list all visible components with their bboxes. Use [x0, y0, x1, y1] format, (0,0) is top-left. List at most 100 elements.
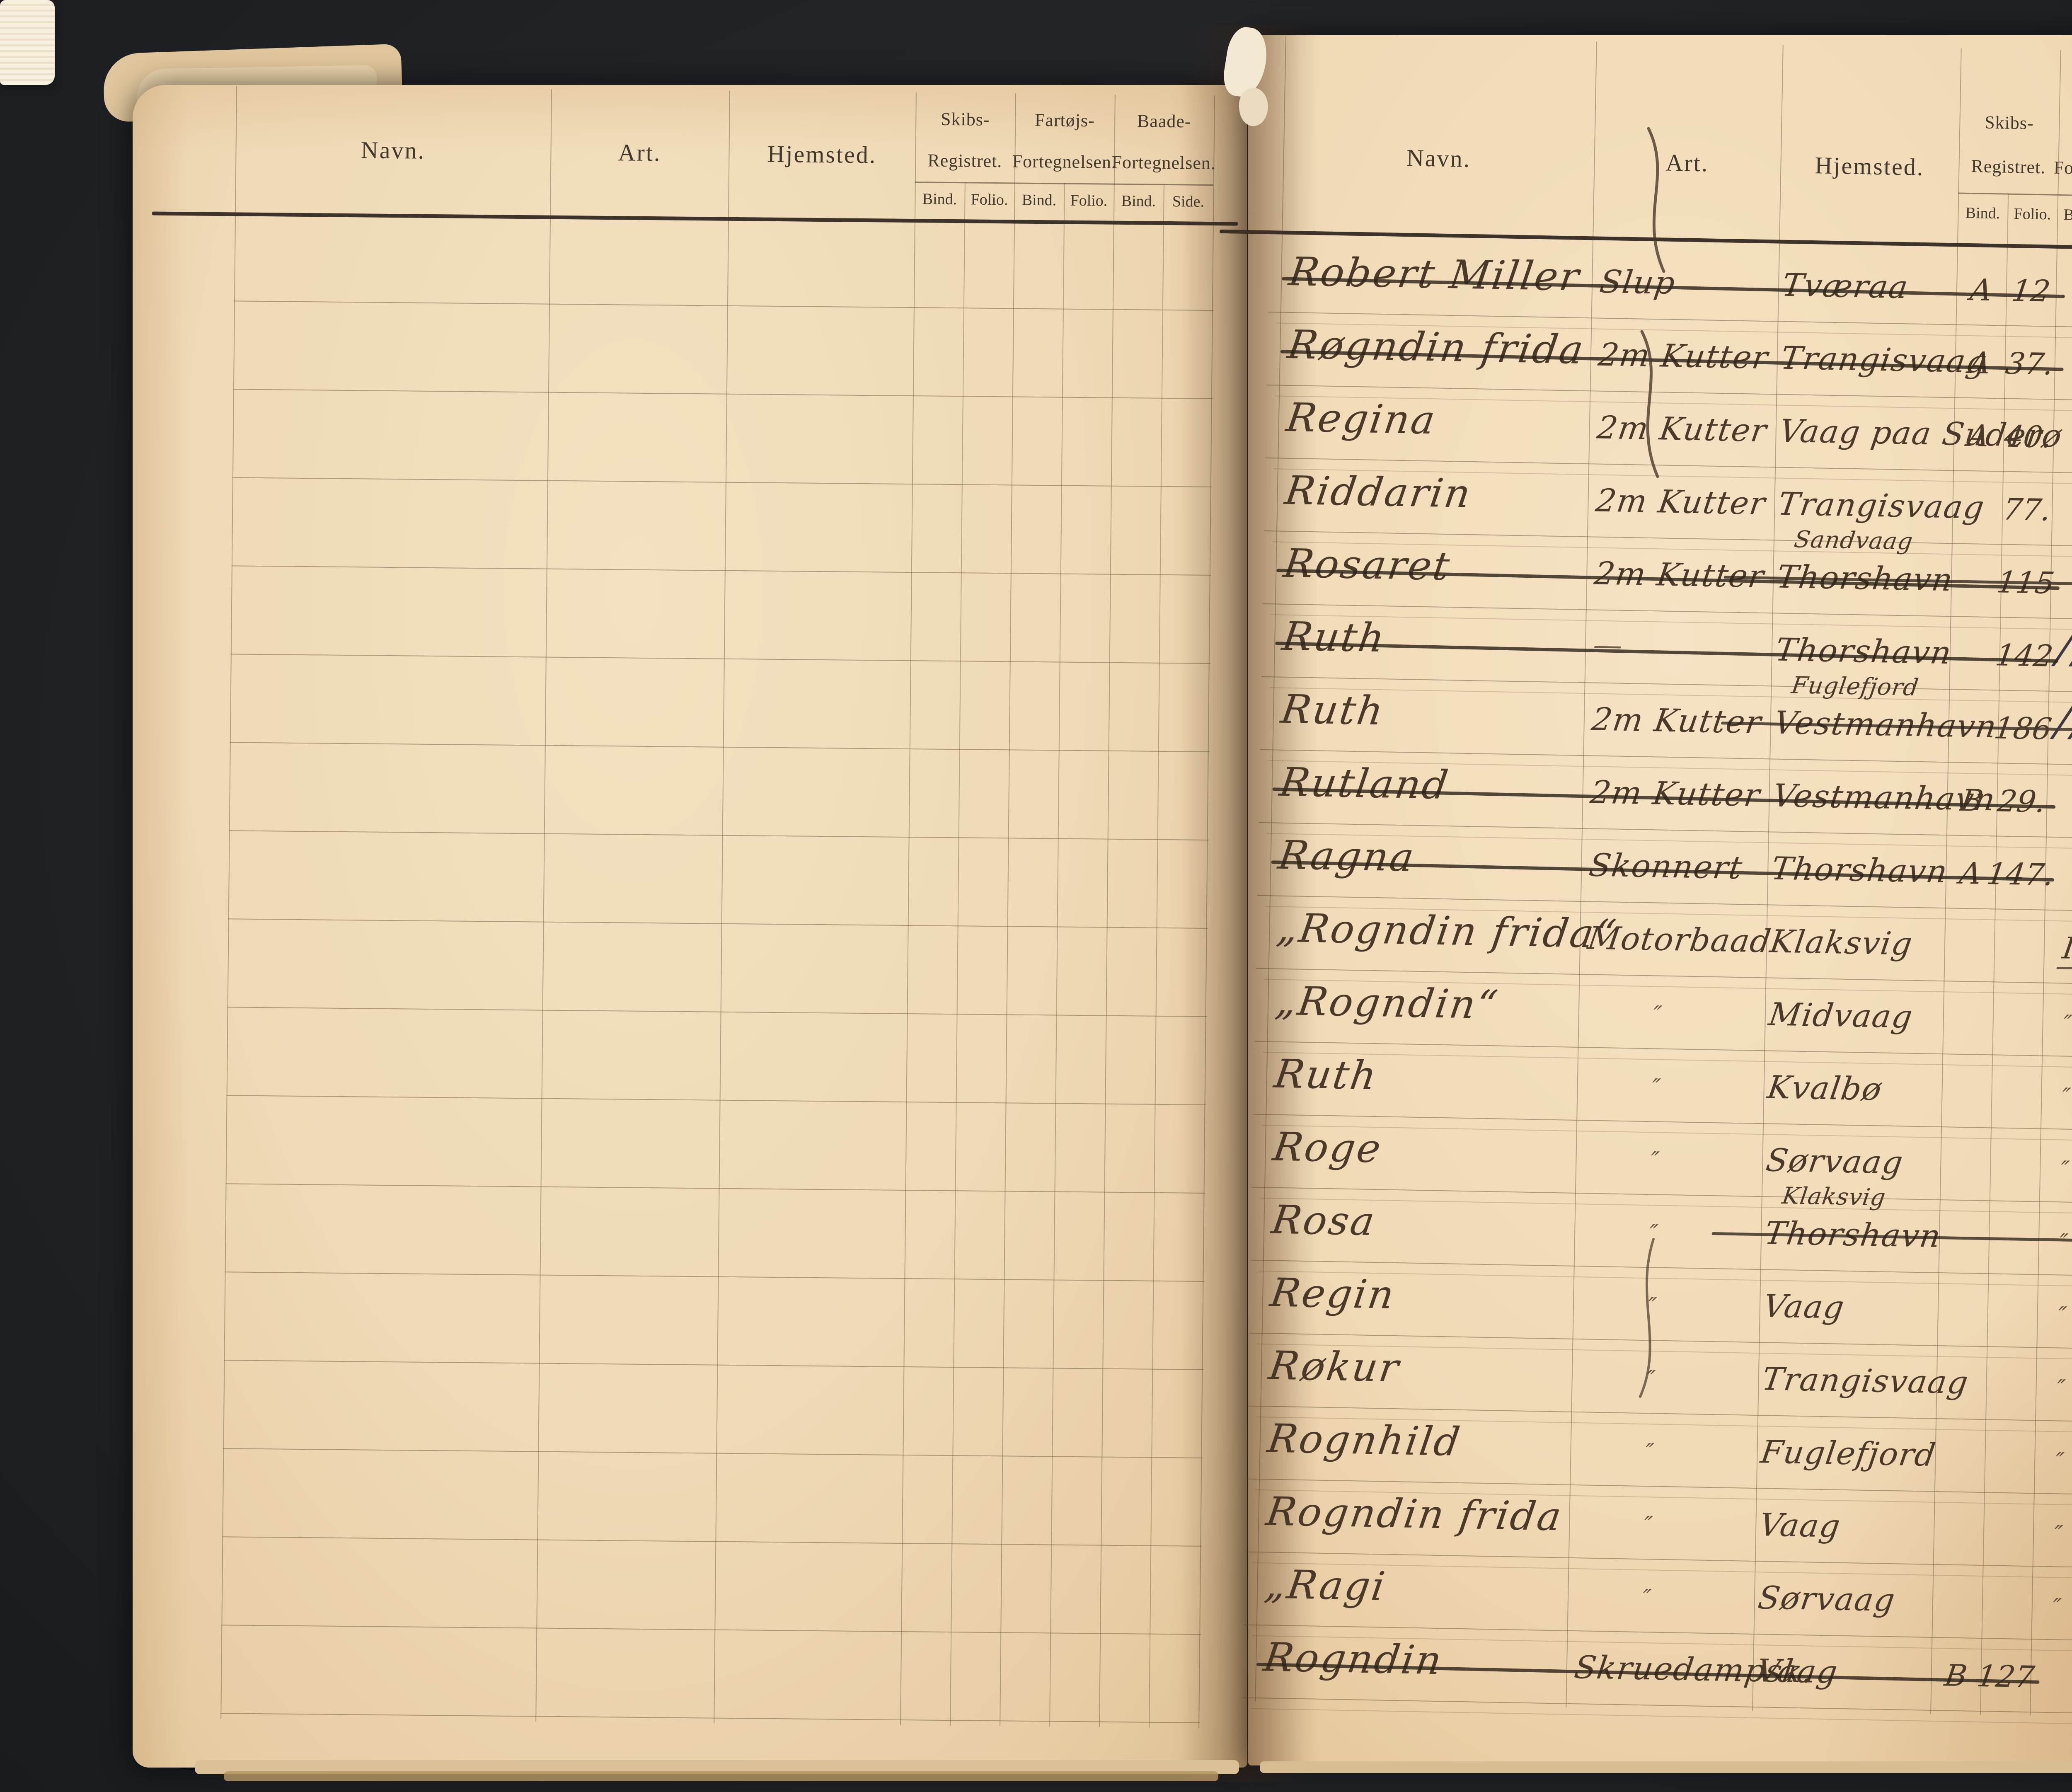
entry-list-bind: ″ [2050, 1593, 2063, 1620]
right-page-content: Navn. Art. Hjemsted. Skibs- Registret. F… [1216, 35, 2072, 1785]
entry-name: Regin [1267, 1270, 1399, 1318]
entry-registry-folio: 77. [2001, 492, 2053, 528]
entry-name: „Rogndin frida“ [1274, 905, 1620, 957]
repair-tape-patch [0, 0, 55, 85]
header-rule [152, 211, 1238, 226]
row-line [228, 918, 1208, 929]
column-line [900, 92, 917, 1725]
row-line [221, 1625, 1201, 1635]
entry-type: Skonnert [1587, 846, 1745, 886]
entry-name: Røkur [1266, 1343, 1403, 1391]
entry-type: 2m Kutter [1589, 700, 1765, 741]
entry-name: „Rogndin“ [1273, 978, 1502, 1028]
entries-layer: Robert Miller Slup Tværaa A 12 Røgndin frida 2… [1248, 35, 2072, 1694]
entry-name: Riddarin [1282, 467, 1475, 517]
entry-name: Ragna [1275, 832, 1418, 881]
entry-registry-folio: 40. [2002, 419, 2055, 455]
entry-registry-folio: 115 [1995, 564, 2057, 601]
entry-name: Robert Miller [1286, 249, 1583, 300]
row-line [226, 1095, 1206, 1105]
entry-name: Rogndin [1261, 1635, 1446, 1684]
entry-name: Rosa [1268, 1197, 1379, 1245]
entry-registry-bind: B [1942, 1658, 1970, 1693]
entry-list-bind: ″ [2056, 1302, 2068, 1328]
entry-homeport: Trangisvaag [1760, 1360, 1971, 1401]
entry-registry-folio: 12 [2009, 273, 2053, 309]
row-line [229, 830, 1209, 841]
entry-type: ″ [1641, 1511, 1655, 1538]
row-line [232, 477, 1212, 488]
entry-homeport: Thorshavn [1769, 850, 1951, 890]
entry-name: Ruth [1279, 613, 1389, 661]
entry-name: Røgndin frida [1285, 322, 1588, 373]
entry-homeport: Fuglefjord [1758, 1433, 1939, 1473]
entry-list-bind: ″ [2060, 1083, 2072, 1109]
entry-registry-folio: 147. [1985, 856, 2056, 892]
sub-header-bind: Bind. [922, 190, 957, 208]
entry-name: Rognhild [1265, 1416, 1464, 1465]
entry-homeport-correction: Fuglefjord [1789, 672, 1921, 701]
entry-list-bind: // [2052, 610, 2072, 680]
entry-registry-folio: 29. [1995, 783, 2048, 819]
entry-homeport-correction: Sandvaag [1792, 526, 1915, 555]
entry-homeport: Sørvaag [1764, 1141, 1906, 1181]
group-header-baade-line2: Fortegnelsen. [1111, 152, 1216, 174]
entry-name: Ruth [1271, 1051, 1381, 1099]
entry-homeport: Vaag [1761, 1287, 1847, 1326]
entry-registry-bind: A [1968, 272, 1995, 308]
entry-homeport: Klaksvig [1767, 923, 1915, 962]
entry-homeport: Trangisvaag [1778, 339, 1990, 380]
entry-name: Ruth [1278, 686, 1387, 734]
entry-type: 2m Kutter [1595, 409, 1770, 449]
entry-name: Regina [1283, 395, 1440, 443]
entry-homeport: Vaag [1754, 1652, 1841, 1690]
row-line [230, 742, 1210, 753]
entry-homeport: Trangisvaag [1776, 485, 1987, 526]
row-line [227, 1007, 1207, 1017]
group-underline [1958, 192, 2072, 199]
row-line [222, 1536, 1202, 1547]
underlined-bind-value: I [2056, 930, 2072, 969]
group-header-baade-line1: Baade- [1137, 111, 1191, 132]
column-header-art: Art. [1665, 149, 1709, 177]
entry-type: 2m Kutter [1588, 773, 1763, 814]
entry-name: Rosaret [1280, 540, 1454, 590]
row-line [231, 565, 1211, 576]
sub-header-bind: Bind. [1121, 192, 1156, 210]
group-header-skibs-line2: Registret. [927, 150, 1002, 172]
entry-type: ″ [1647, 1220, 1660, 1246]
row-line [233, 389, 1213, 400]
entry-name: Rutland [1277, 759, 1452, 809]
group-header-skibs-line1: Skibs- [940, 109, 990, 130]
entry-homeport: Midvaag [1766, 995, 1916, 1035]
entry-registry-folio: 127 [1975, 1659, 2037, 1695]
sub-column-line [950, 182, 966, 1726]
entry-homeport: Tværaa [1779, 266, 1911, 306]
entry-type: Motorbaad [1585, 919, 1774, 960]
entry-type: ″ [1651, 1001, 1664, 1027]
ruled-lines-layer [133, 85, 1247, 1728]
entry-registry-bind: A [1966, 345, 1993, 380]
entry-registry-folio: 37. [2003, 346, 2056, 382]
row-line [234, 300, 1214, 311]
sub-header-folio: Folio. [971, 191, 1008, 209]
entry-homeport: Thorshavn [1773, 631, 1955, 671]
row-line [225, 1271, 1205, 1282]
entry-homeport: Thorshavn [1762, 1214, 2072, 1271]
sub-header-bind: Bind. [1021, 191, 1057, 209]
entry-type: ″ [1646, 1293, 1659, 1319]
group-header-skibs-line1: Skibs- [1984, 112, 2034, 133]
column-line [1198, 95, 1215, 1728]
sub-header-bind: Bind. [2063, 206, 2072, 224]
entry-homeport: Sørvaag [1755, 1579, 1898, 1619]
entry-type: 2m Kutter [1592, 555, 1767, 595]
entry-type: ″ [1643, 1438, 1656, 1465]
group-header-skibs-line2: Registret. [1971, 156, 2046, 178]
group-header-fartojs-line2: Fortegnelsen. [2053, 157, 2072, 180]
entry-type: Slup [1597, 263, 1678, 301]
entry-type: — [1591, 627, 1626, 662]
entry-homeport-correction: Klaksvig [1780, 1182, 1888, 1211]
entry-list-bind: ″ [2054, 1375, 2067, 1401]
entry-type: ″ [1648, 1147, 1662, 1173]
